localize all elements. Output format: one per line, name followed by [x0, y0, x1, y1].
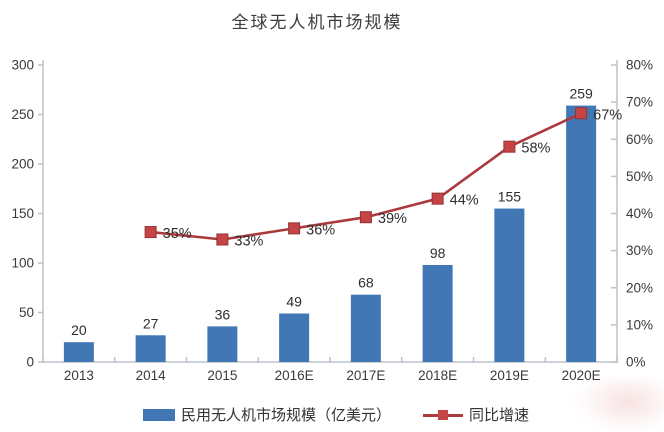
line-marker — [503, 140, 516, 153]
left-axis-tick-label: 150 — [11, 206, 34, 221]
x-axis-category-label: 2016E — [275, 368, 314, 383]
bar-data-label: 155 — [498, 189, 522, 205]
line-series-swatch — [423, 409, 464, 420]
line-data-label: 39% — [378, 211, 407, 227]
left-axis-tick-label: 200 — [11, 157, 34, 172]
line-data-label: 35% — [163, 226, 192, 242]
line-data-label: 67% — [593, 107, 622, 123]
left-axis-tick-label: 300 — [11, 58, 34, 73]
right-axis-tick-label: 20% — [626, 280, 653, 295]
line-data-label: 58% — [521, 141, 550, 157]
bar-data-label: 20 — [71, 322, 87, 338]
line-marker — [216, 233, 229, 246]
bar-data-label: 27 — [143, 315, 159, 331]
right-axis-tick-label: 80% — [626, 58, 653, 73]
right-axis-tick-label: 50% — [626, 169, 653, 184]
right-axis-tick-label: 40% — [626, 206, 653, 221]
left-axis-tick-label: 50 — [19, 305, 34, 320]
bar — [63, 342, 94, 362]
line-data-label: 36% — [306, 222, 335, 238]
bar — [279, 313, 310, 362]
bar — [422, 264, 453, 362]
bar-data-label: 98 — [430, 245, 446, 261]
left-axis-tick-label: 0 — [26, 355, 34, 370]
left-axis-tick-label: 250 — [11, 107, 34, 122]
legend-item-line-series: 同比增速 — [423, 404, 529, 425]
left-axis-tick-label: 100 — [11, 256, 34, 271]
x-axis-category-label: 2014 — [136, 368, 167, 383]
line-data-label: 44% — [450, 193, 479, 209]
x-axis-category-label: 2020E — [562, 368, 601, 383]
line-marker — [575, 107, 588, 120]
chart-legend: 民用无人机市场规模（亿美元） 同比增速 — [143, 404, 529, 425]
bar-series-swatch — [143, 408, 175, 421]
bar — [494, 208, 525, 362]
bar-data-label: 259 — [569, 86, 593, 102]
bar-data-label: 49 — [286, 293, 302, 309]
right-axis-tick-label: 70% — [626, 95, 653, 110]
bar — [566, 105, 597, 362]
chart-title: 全球无人机市场规模 — [231, 13, 403, 32]
bar — [207, 326, 238, 362]
bar-series-label: 民用无人机市场规模（亿美元） — [181, 407, 392, 424]
x-axis-category-label: 2019E — [490, 368, 529, 383]
bar-data-label: 36 — [215, 306, 231, 322]
line-series-label: 同比增速 — [469, 407, 530, 424]
x-axis-category-label: 2015 — [207, 368, 237, 383]
bar — [135, 335, 166, 362]
line-marker — [144, 226, 157, 239]
right-axis-tick-label: 60% — [626, 132, 653, 147]
right-axis-tick-label: 30% — [626, 243, 653, 258]
line-marker — [431, 192, 444, 205]
bar — [350, 294, 381, 362]
line-marker — [288, 222, 301, 235]
x-axis-category-label: 2017E — [346, 368, 385, 383]
x-axis-category-label: 2018E — [418, 368, 457, 383]
right-axis-tick-label: 0% — [626, 355, 646, 370]
x-axis-category-label: 2013 — [64, 368, 94, 383]
line-marker — [359, 211, 372, 224]
line-data-label: 33% — [234, 233, 263, 249]
right-axis-tick-label: 10% — [626, 317, 653, 332]
bar-data-label: 68 — [358, 275, 374, 291]
legend-item-bar-series: 民用无人机市场规模（亿美元） — [143, 404, 391, 425]
